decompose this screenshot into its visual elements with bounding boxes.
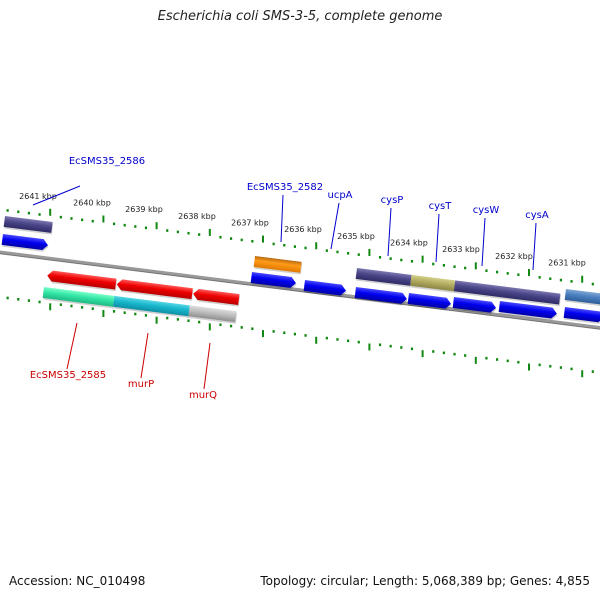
gene-next-arrow[interactable]: [563, 307, 600, 323]
label-connector: [435, 213, 440, 263]
tick-label: 2638 kbp: [178, 212, 216, 221]
genome-backbone: [0, 250, 600, 330]
gene-label[interactable]: cysT: [429, 201, 453, 212]
gene-EcSMS35_2586-arrow[interactable]: [1, 234, 49, 251]
topology-summary-text: Topology: circular; Length: 5,068,389 bp…: [260, 574, 590, 588]
accession-text: Accession: NC_010498: [9, 574, 146, 588]
tick-label: 2633 kbp: [442, 245, 480, 254]
label-connector: [280, 194, 284, 243]
gene-label-group: EcSMS35_2586 EcSMS35_2582 ucpA cysP cysT cysW…: [30, 156, 549, 401]
tick-label: 2631 kbp: [548, 258, 586, 267]
gene-murP-block[interactable]: [113, 295, 190, 317]
gene-cysA-arrow[interactable]: [498, 301, 558, 319]
gene-label[interactable]: cysP: [381, 195, 404, 206]
gene-murQ-arrow[interactable]: [192, 288, 240, 306]
tick-label: 2637 kbp: [231, 219, 269, 228]
gene-cysW-cysA-block[interactable]: [453, 280, 561, 305]
gene-EcSMS35_2582-arrow[interactable]: [250, 272, 297, 289]
label-connector: [140, 332, 149, 379]
label-connector: [387, 207, 392, 257]
gene-murP-arrow[interactable]: [116, 279, 193, 300]
gene-EcSMS35_2582-block[interactable]: [253, 256, 302, 273]
gene-label[interactable]: cysW: [473, 205, 500, 216]
tick-label: 2635 kbp: [337, 232, 375, 241]
gene-EcSMS35_2585-arrow[interactable]: [47, 270, 117, 290]
gene-cysW-arrow[interactable]: [452, 297, 497, 313]
tick-label: 2632 kbp: [495, 252, 533, 261]
gene-label[interactable]: EcSMS35_2585: [30, 370, 106, 381]
label-connector: [66, 322, 78, 370]
gene-murQ-block[interactable]: [188, 305, 237, 323]
tick-label: 2639 kbp: [125, 205, 163, 214]
tick-label: 2634 kbp: [390, 239, 428, 248]
tick-label: 2640 kbp: [73, 199, 111, 208]
tick-label: 2641 kbp: [19, 192, 57, 201]
feature-group: [1, 216, 600, 324]
page-title: Escherichia coli SMS-3-5, complete genom…: [157, 9, 443, 24]
outer-tick-track: [6, 208, 594, 286]
label-connector-group: [32, 185, 537, 390]
gene-cysP-block[interactable]: [355, 268, 412, 286]
gene-ucpA-arrow[interactable]: [303, 280, 347, 296]
label-connector: [32, 185, 81, 206]
label-connector: [330, 202, 340, 250]
inner-tick-track: [6, 296, 594, 378]
label-connector: [532, 222, 537, 271]
label-connector: [481, 217, 486, 267]
label-connector: [203, 342, 211, 390]
gene-cysP-arrow[interactable]: [354, 287, 408, 304]
gene-cysT-arrow[interactable]: [407, 293, 452, 309]
gene-EcSMS35_2586-block[interactable]: [3, 216, 53, 233]
tick-label: 2636 kbp: [284, 225, 322, 234]
gene-label[interactable]: murP: [128, 379, 154, 390]
gene-label[interactable]: EcSMS35_2586: [69, 156, 145, 167]
gene-label[interactable]: murQ: [189, 390, 217, 401]
gene-label[interactable]: cysA: [525, 210, 549, 221]
tick-label-group: 2641 kbp 2640 kbp 2639 kbp 2638 kbp 2637 kbp…: [19, 192, 586, 268]
gene-label[interactable]: EcSMS35_2582: [247, 182, 323, 193]
gene-next-block[interactable]: [564, 289, 600, 305]
gene-cysT-block[interactable]: [410, 274, 456, 292]
gene-label[interactable]: ucpA: [327, 190, 352, 201]
gene-EcSMS35_2585-block[interactable]: [42, 287, 115, 307]
